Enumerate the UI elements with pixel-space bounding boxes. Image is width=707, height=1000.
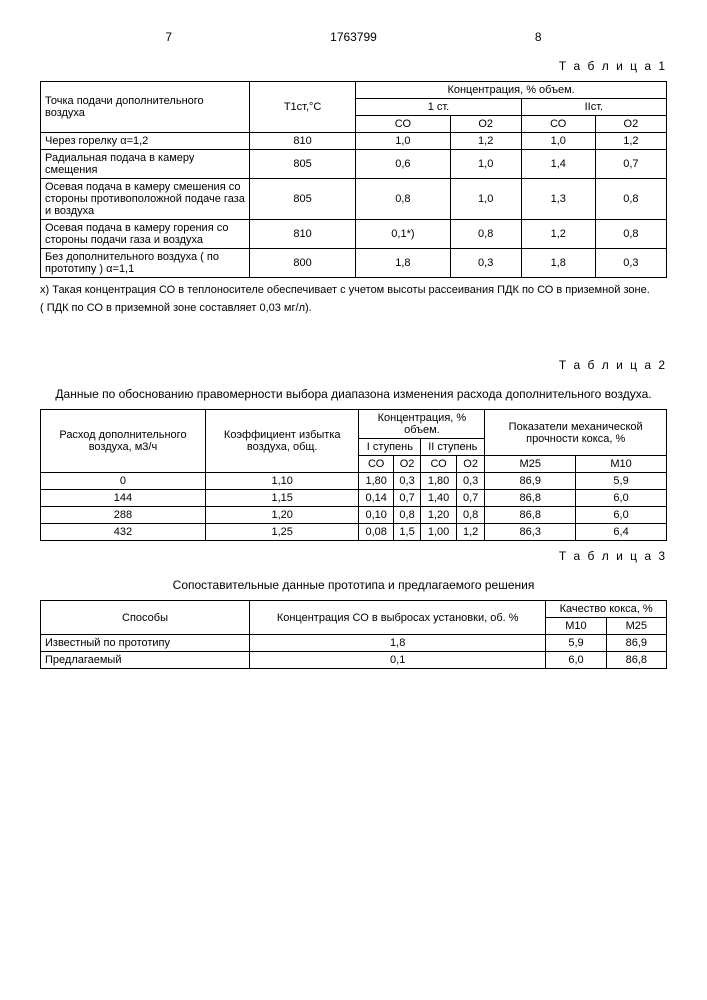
t1-footnote2: ( ПДК по СО в приземной зоне составляет … <box>40 302 667 314</box>
table2-caption: Данные по обоснованию правомерности выбо… <box>40 387 667 401</box>
t3-h-quality: Качество кокса, % <box>546 601 667 618</box>
t2-h-mech: Показатели механической прочности кокса,… <box>485 410 667 456</box>
table-row: Без дополнительного воздуха ( по прототи… <box>41 249 667 278</box>
table2-label: Т а б л и ц а 2 <box>40 358 667 372</box>
table-row: 432 1,25 0,08 1,5 1,00 1,2 86,3 6,4 <box>41 524 667 541</box>
table-row: Радиальная подача в камеру смещения 805 … <box>41 150 667 179</box>
t1-h-stage2: IIст. <box>521 99 666 116</box>
t1-h-co1: СО <box>356 116 450 133</box>
t3-h-m10: М10 <box>546 618 606 635</box>
t1-h-temp: T1ст,°С <box>250 82 356 133</box>
table-row: 0 1,10 1,80 0,3 1,80 0,3 86,9 5,9 <box>41 473 667 490</box>
table-row: Известный по прототипу 1,8 5,9 86,9 <box>41 635 667 652</box>
table-row: Осевая подача в камеру смешения со сторо… <box>41 179 667 220</box>
t1-h-co2: СО <box>521 116 595 133</box>
t2-h-flow: Расход дополнительного воздуха, м3/ч <box>41 410 206 473</box>
t3-h-m25: М25 <box>606 618 666 635</box>
doc-number: 1763799 <box>330 30 377 44</box>
t2-h-coef: Коэффициент избытка воздуха, общ. <box>205 410 359 473</box>
table-row: Предлагаемый 0,1 6,0 86,8 <box>41 652 667 669</box>
table-row: 288 1,20 0,10 0,8 1,20 0,8 86,8 6,0 <box>41 507 667 524</box>
page-numbers: 7 1763799 8 <box>165 30 541 44</box>
t2-h-o21: О2 <box>393 456 420 473</box>
table3-label: Т а б л и ц а 3 <box>40 549 667 563</box>
t1-h-stage1: 1 ст. <box>356 99 522 116</box>
table-row: Через горелку α=1,2 810 1,0 1,2 1,0 1,2 <box>41 133 667 150</box>
t2-h-co1: СО <box>359 456 393 473</box>
t1-h-point: Точка подачи дополнительного воздуха <box>41 82 250 133</box>
t2-h-stage2: II ступень <box>421 439 485 456</box>
t1-h-o21: О2 <box>450 116 521 133</box>
table-row: Осевая подача в камеру горения со сторон… <box>41 220 667 249</box>
t1-footnote1: х) Такая концентрация СО в теплоносителе… <box>40 284 667 296</box>
t3-h-method: Способы <box>41 601 250 635</box>
t3-h-co: Концентрация СО в выбросах установки, об… <box>250 601 546 635</box>
page-right: 8 <box>535 30 542 44</box>
t2-h-m10: М10 <box>576 456 667 473</box>
table3: Способы Концентрация СО в выбросах устан… <box>40 600 667 669</box>
table1-label: Т а б л и ц а 1 <box>40 59 667 73</box>
t2-h-o22: О2 <box>456 456 484 473</box>
t2-h-co2: СО <box>421 456 457 473</box>
t2-h-stage1: I ступень <box>359 439 421 456</box>
t1-h-conc: Концентрация, % объем. <box>356 82 667 99</box>
t2-h-conc: Концентрация, % объем. <box>359 410 485 439</box>
table1: Точка подачи дополнительного воздуха T1с… <box>40 81 667 278</box>
table3-caption: Сопоставительные данные прототипа и пред… <box>40 578 667 592</box>
t2-h-m25: М25 <box>485 456 576 473</box>
t1-h-o22: О2 <box>595 116 666 133</box>
page-left: 7 <box>165 30 172 44</box>
table-row: 144 1,15 0,14 0,7 1,40 0,7 86,8 6,0 <box>41 490 667 507</box>
table2: Расход дополнительного воздуха, м3/ч Коэ… <box>40 409 667 541</box>
